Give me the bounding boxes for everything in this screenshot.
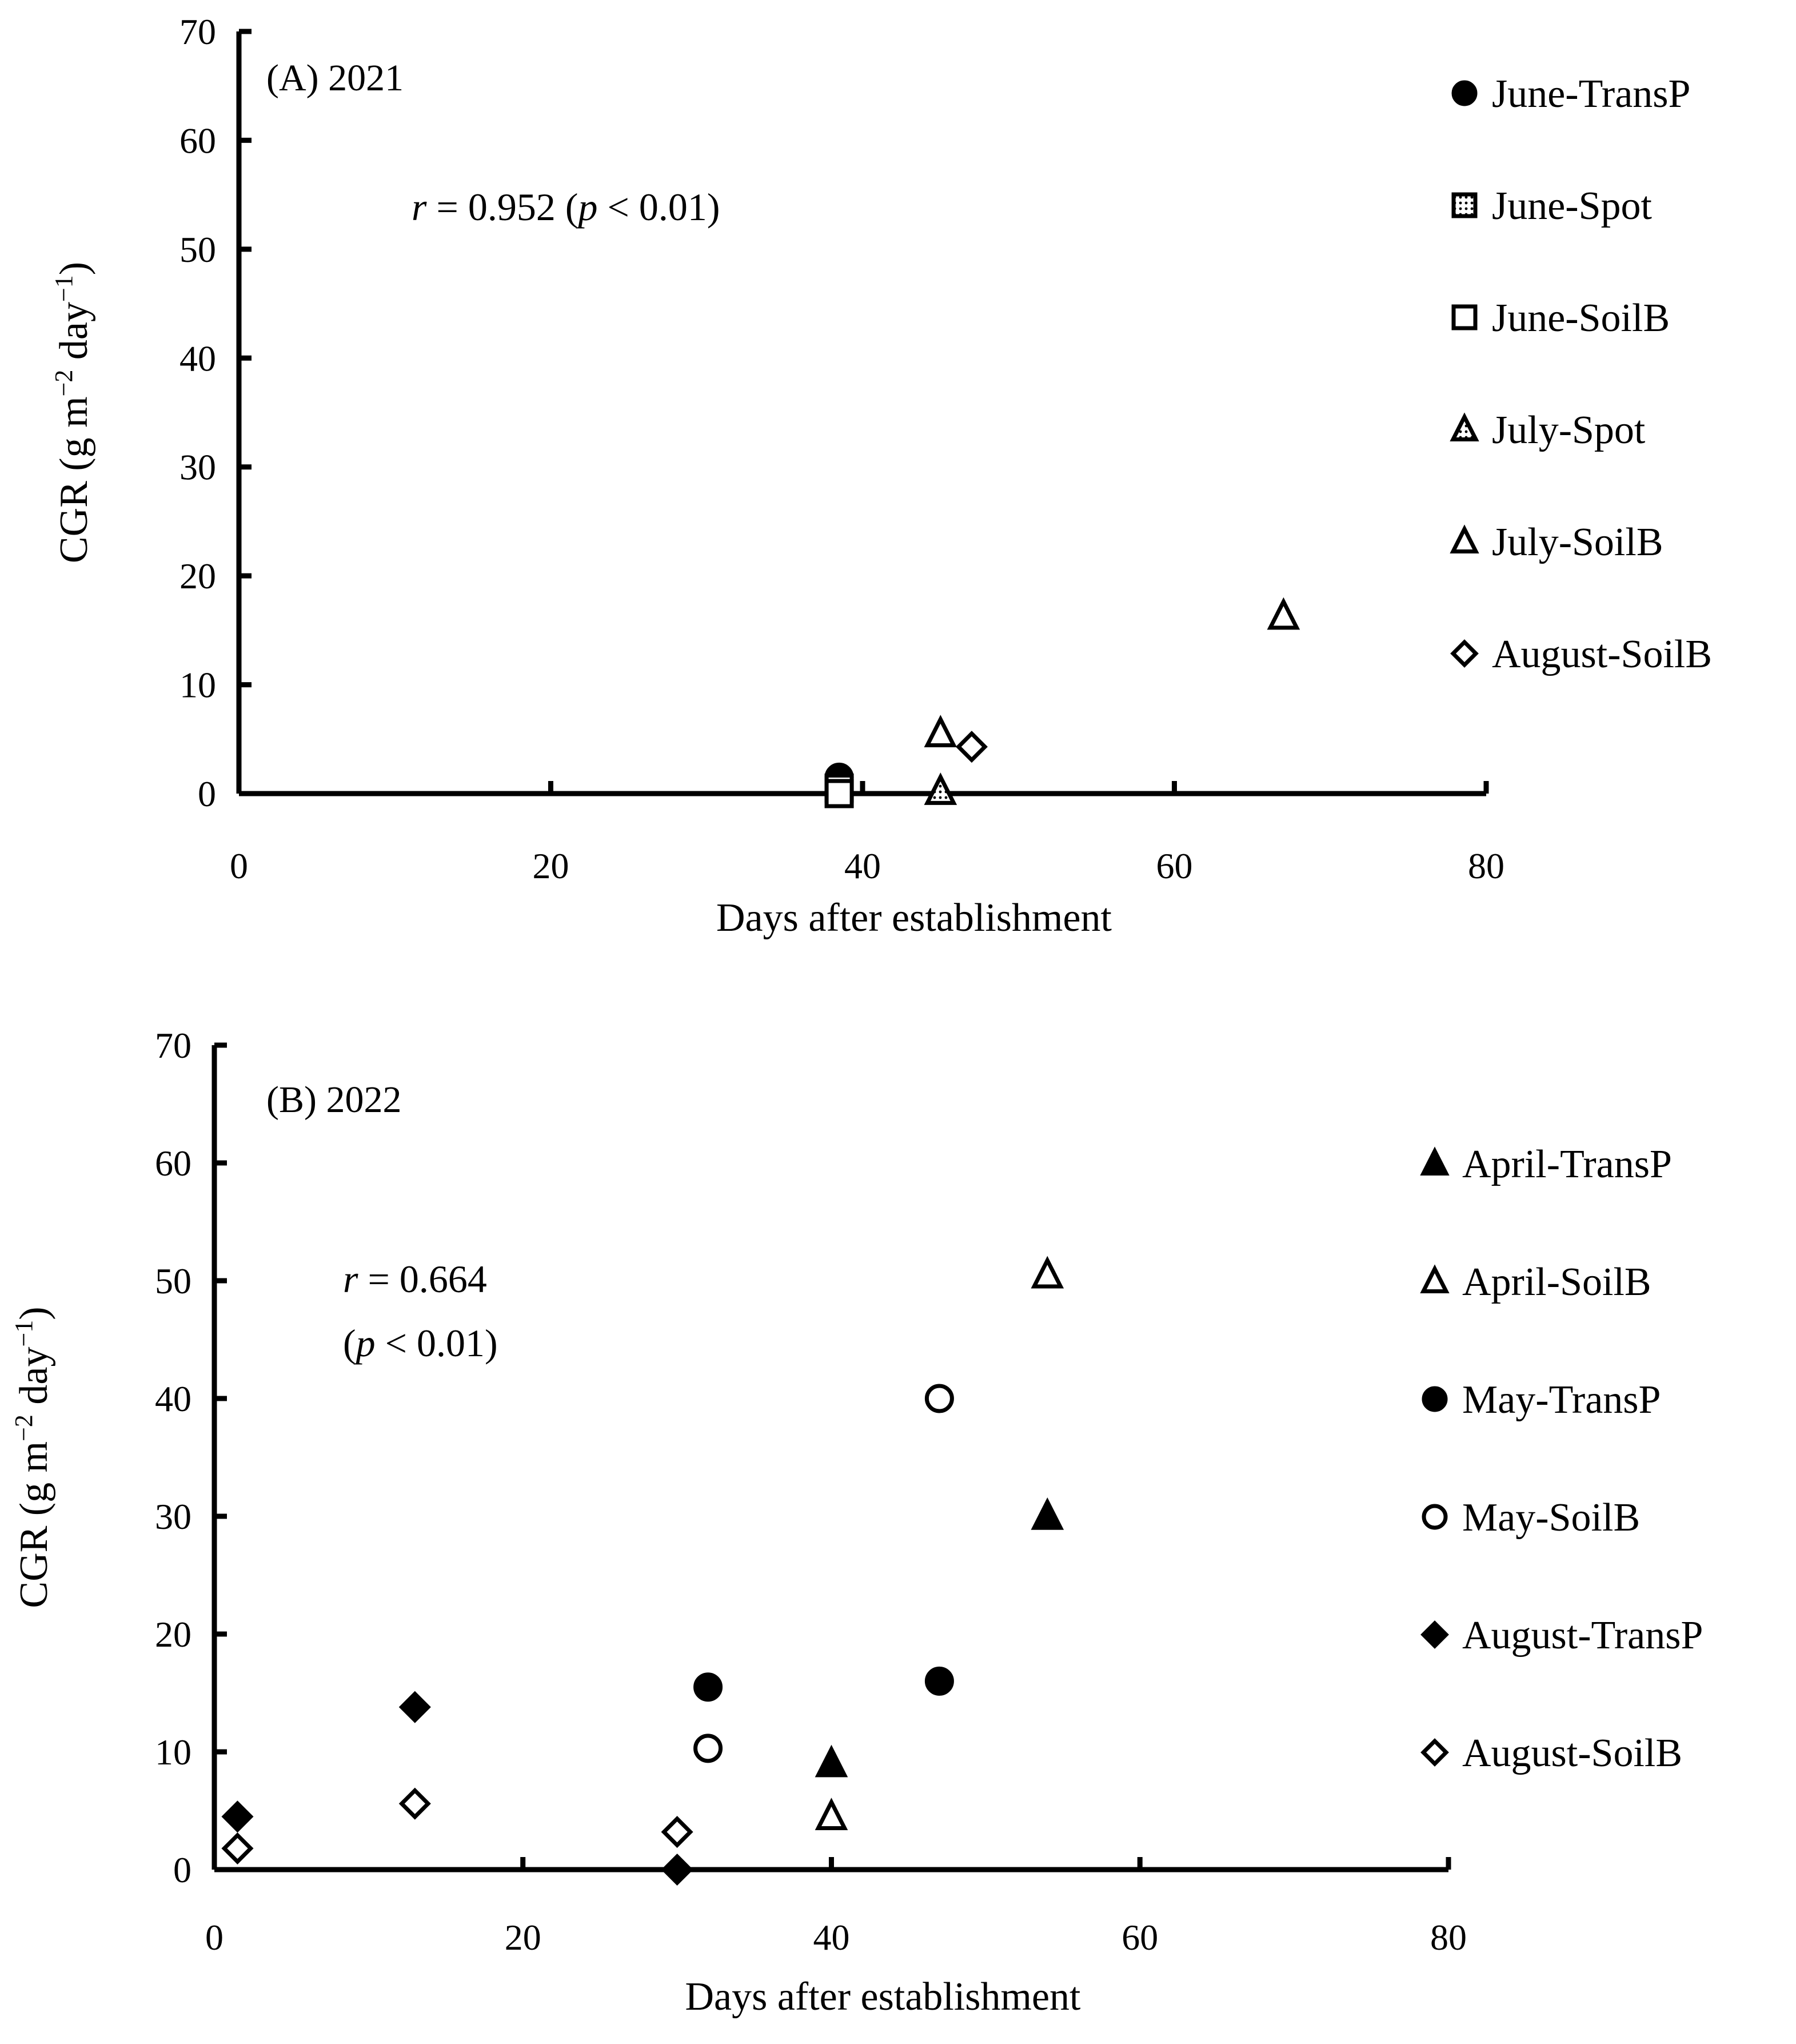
data-point [924,772,957,805]
legend-label: June-SoilB [1492,296,1670,340]
series-april-soilb [815,1256,1064,1831]
legend-marker [1451,80,1478,106]
x-tick-label: 80 [1468,846,1504,886]
series-may-transp [693,1666,954,1702]
series-april-transp [815,1497,1064,1778]
legend-label: August-TransP [1462,1613,1703,1657]
legend-marker [1420,1620,1449,1649]
series-august-soilb [221,1787,693,1864]
data-point [1031,1256,1064,1289]
x-axis-title: Days after establishment [685,1975,1081,2019]
y-tick-label: 10 [179,665,216,706]
y-tick-label: 60 [155,1143,191,1184]
x-tick-label: 40 [813,1917,850,1958]
legend-marker [1450,639,1479,668]
legend-label: June-Spot [1492,184,1653,228]
panel-title: (B) 2022 [266,1079,401,1121]
y-tick-label: 70 [155,1025,191,1066]
x-tick-label: 80 [1430,1917,1467,1958]
chart-panel-a: 0 10 20 30 40 50 60 70 0 20 40 60 80 Days after estab… [50,11,1712,940]
data-point [693,1734,723,1763]
x-axis-title: Days after establishment [716,896,1112,940]
x-tick-label: 0 [205,1917,223,1958]
y-tick-label: 20 [179,556,216,596]
y-axis-title: CGR (g m−2 day−1) [10,1306,56,1608]
data-point [221,1800,254,1833]
correlation-annotation: r = 0.952 (p < 0.01) [412,185,720,229]
legend-label: May-SoilB [1462,1496,1640,1540]
legend-label: April-TransP [1462,1142,1672,1186]
legend-marker [1450,524,1479,553]
legend-marker [1422,1386,1448,1412]
y-tick-label: 10 [155,1732,191,1772]
data-point [815,1798,848,1831]
data-point [221,1832,254,1864]
series-august-soilb [955,731,988,763]
y-tick-label: 60 [179,120,216,161]
y-tick-label: 50 [155,1261,191,1301]
legend-marker [1451,192,1478,218]
data-point [924,1384,954,1413]
y-tick-label: 70 [179,11,216,52]
chart-panel-b: 0 10 20 30 40 50 60 70 0 20 40 60 80 Days after estab… [10,1025,1703,2019]
data-point [815,1744,848,1778]
series-july-spot [924,772,957,805]
y-tick-label: 40 [179,338,216,378]
data-point [661,1853,693,1886]
data-point [824,779,854,808]
y-tick-label: 30 [179,447,216,488]
panel-title: (A) 2021 [266,57,404,99]
x-tick-label: 60 [1156,846,1193,886]
data-point [661,1816,693,1848]
y-axis-title: CGR (g m−2 day−1) [50,262,96,563]
legend-marker [1420,1264,1450,1293]
y-tick-label: 40 [155,1378,191,1419]
y-tick-label: 0 [198,774,216,814]
legend-label: April-SoilB [1462,1260,1651,1304]
legend-marker [1420,1738,1449,1767]
p-value-annotation: (p < 0.01) [343,1321,498,1365]
legend-label: June-TransP [1492,72,1690,116]
series-may-soilb [693,1384,954,1763]
legend-label: August-SoilB [1462,1731,1682,1775]
legend-label: July-SoilB [1492,520,1663,564]
correlation-annotation: r = 0.664 [343,1257,487,1301]
data-point [1031,1497,1064,1530]
legend-marker [1420,1146,1450,1176]
data-point [924,1666,954,1696]
series-june-soilb [824,779,854,808]
x-tick-label: 40 [844,846,881,886]
x-tick-label: 20 [533,846,569,886]
legend-marker [1450,412,1479,441]
data-point [398,1691,431,1723]
data-point [693,1672,723,1702]
legend-label: August-SoilB [1492,632,1712,676]
y-tick-label: 50 [179,229,216,270]
data-point [1267,597,1300,630]
y-tick-label: 0 [173,1850,191,1890]
y-tick-label: 30 [155,1496,191,1537]
series-august-transp [221,1691,693,1886]
x-tick-label: 20 [505,1917,541,1958]
legend-label: May-TransP [1462,1378,1661,1422]
series-july-soilb [924,597,1300,748]
data-point [398,1787,431,1820]
y-tick-label: 20 [155,1614,191,1655]
data-point [924,715,957,748]
data-point [955,731,988,763]
legend-marker [1422,1504,1448,1530]
legend-label: July-Spot [1492,408,1646,452]
x-tick-label: 0 [230,846,248,886]
legend-marker [1451,304,1478,330]
x-tick-label: 60 [1121,1917,1158,1958]
